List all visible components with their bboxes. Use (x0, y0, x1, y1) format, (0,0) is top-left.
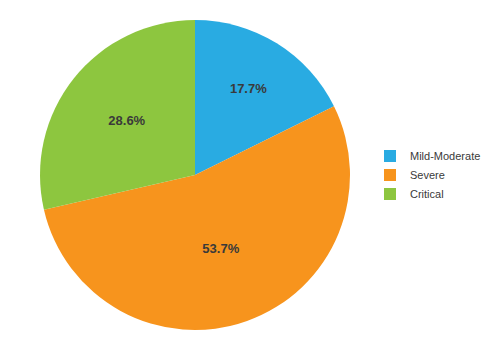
svg-text:Mild-Moderate: Mild-Moderate (410, 150, 480, 162)
svg-text:Severe: Severe (410, 169, 445, 181)
svg-text:Critical: Critical (410, 188, 444, 200)
svg-text:53.7%: 53.7% (202, 241, 239, 256)
svg-text:17.7%: 17.7% (230, 81, 267, 96)
svg-text:28.6%: 28.6% (108, 113, 145, 128)
